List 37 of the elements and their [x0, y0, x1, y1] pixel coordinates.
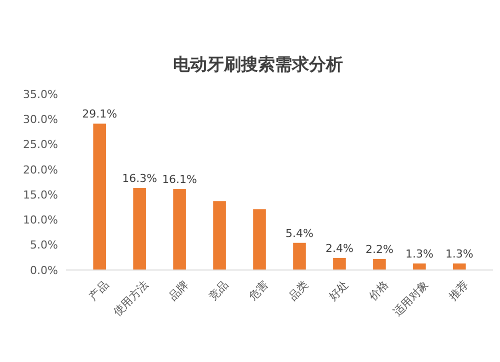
- y-tick-label: 10.0%: [23, 214, 58, 227]
- data-label: 16.3%: [122, 172, 158, 186]
- y-tick-label: 35.0%: [23, 88, 58, 101]
- data-label: 16.1%: [162, 173, 198, 186]
- bar: [93, 124, 106, 270]
- x-tick-label: 使用方法: [110, 278, 152, 319]
- bar: [213, 201, 226, 270]
- data-label: 1.3%: [405, 247, 434, 260]
- data-label: 5.4%: [286, 226, 314, 240]
- data-label: 1.3%: [445, 247, 474, 260]
- x-tick-label: 产品: [86, 278, 112, 304]
- y-tick-label: 15.0%: [23, 188, 58, 202]
- y-tick-label: 25.0%: [23, 138, 58, 152]
- y-tick-label: 20.0%: [23, 163, 58, 176]
- y-tick-label: 0.0%: [30, 264, 58, 277]
- bar: [133, 188, 146, 270]
- x-tick-label: 品牌: [166, 278, 192, 304]
- bar: [333, 258, 346, 270]
- x-tick-label: 推荐: [446, 278, 471, 304]
- data-label: 2.2%: [365, 242, 394, 256]
- y-tick-label: 5.0%: [30, 238, 58, 252]
- x-tick-label: 竞品: [206, 278, 232, 304]
- bar: [373, 258, 386, 270]
- bar: [293, 242, 306, 270]
- x-tick-label: 品类: [286, 278, 312, 304]
- x-tick-label: 危害: [246, 278, 272, 304]
- x-tick-label: 价格: [366, 278, 392, 304]
- bar: [413, 263, 426, 270]
- x-tick-label: 好处: [326, 278, 352, 304]
- data-label: 29.1%: [82, 108, 118, 121]
- bar: [253, 209, 266, 270]
- x-tick-label: 适用对象: [390, 278, 431, 319]
- chart-title: 电动牙刷搜索需求分析: [173, 55, 343, 75]
- data-label: 2.4%: [325, 242, 354, 255]
- y-tick-label: 30.0%: [23, 112, 58, 126]
- bar: [453, 263, 466, 270]
- bar: [173, 189, 186, 270]
